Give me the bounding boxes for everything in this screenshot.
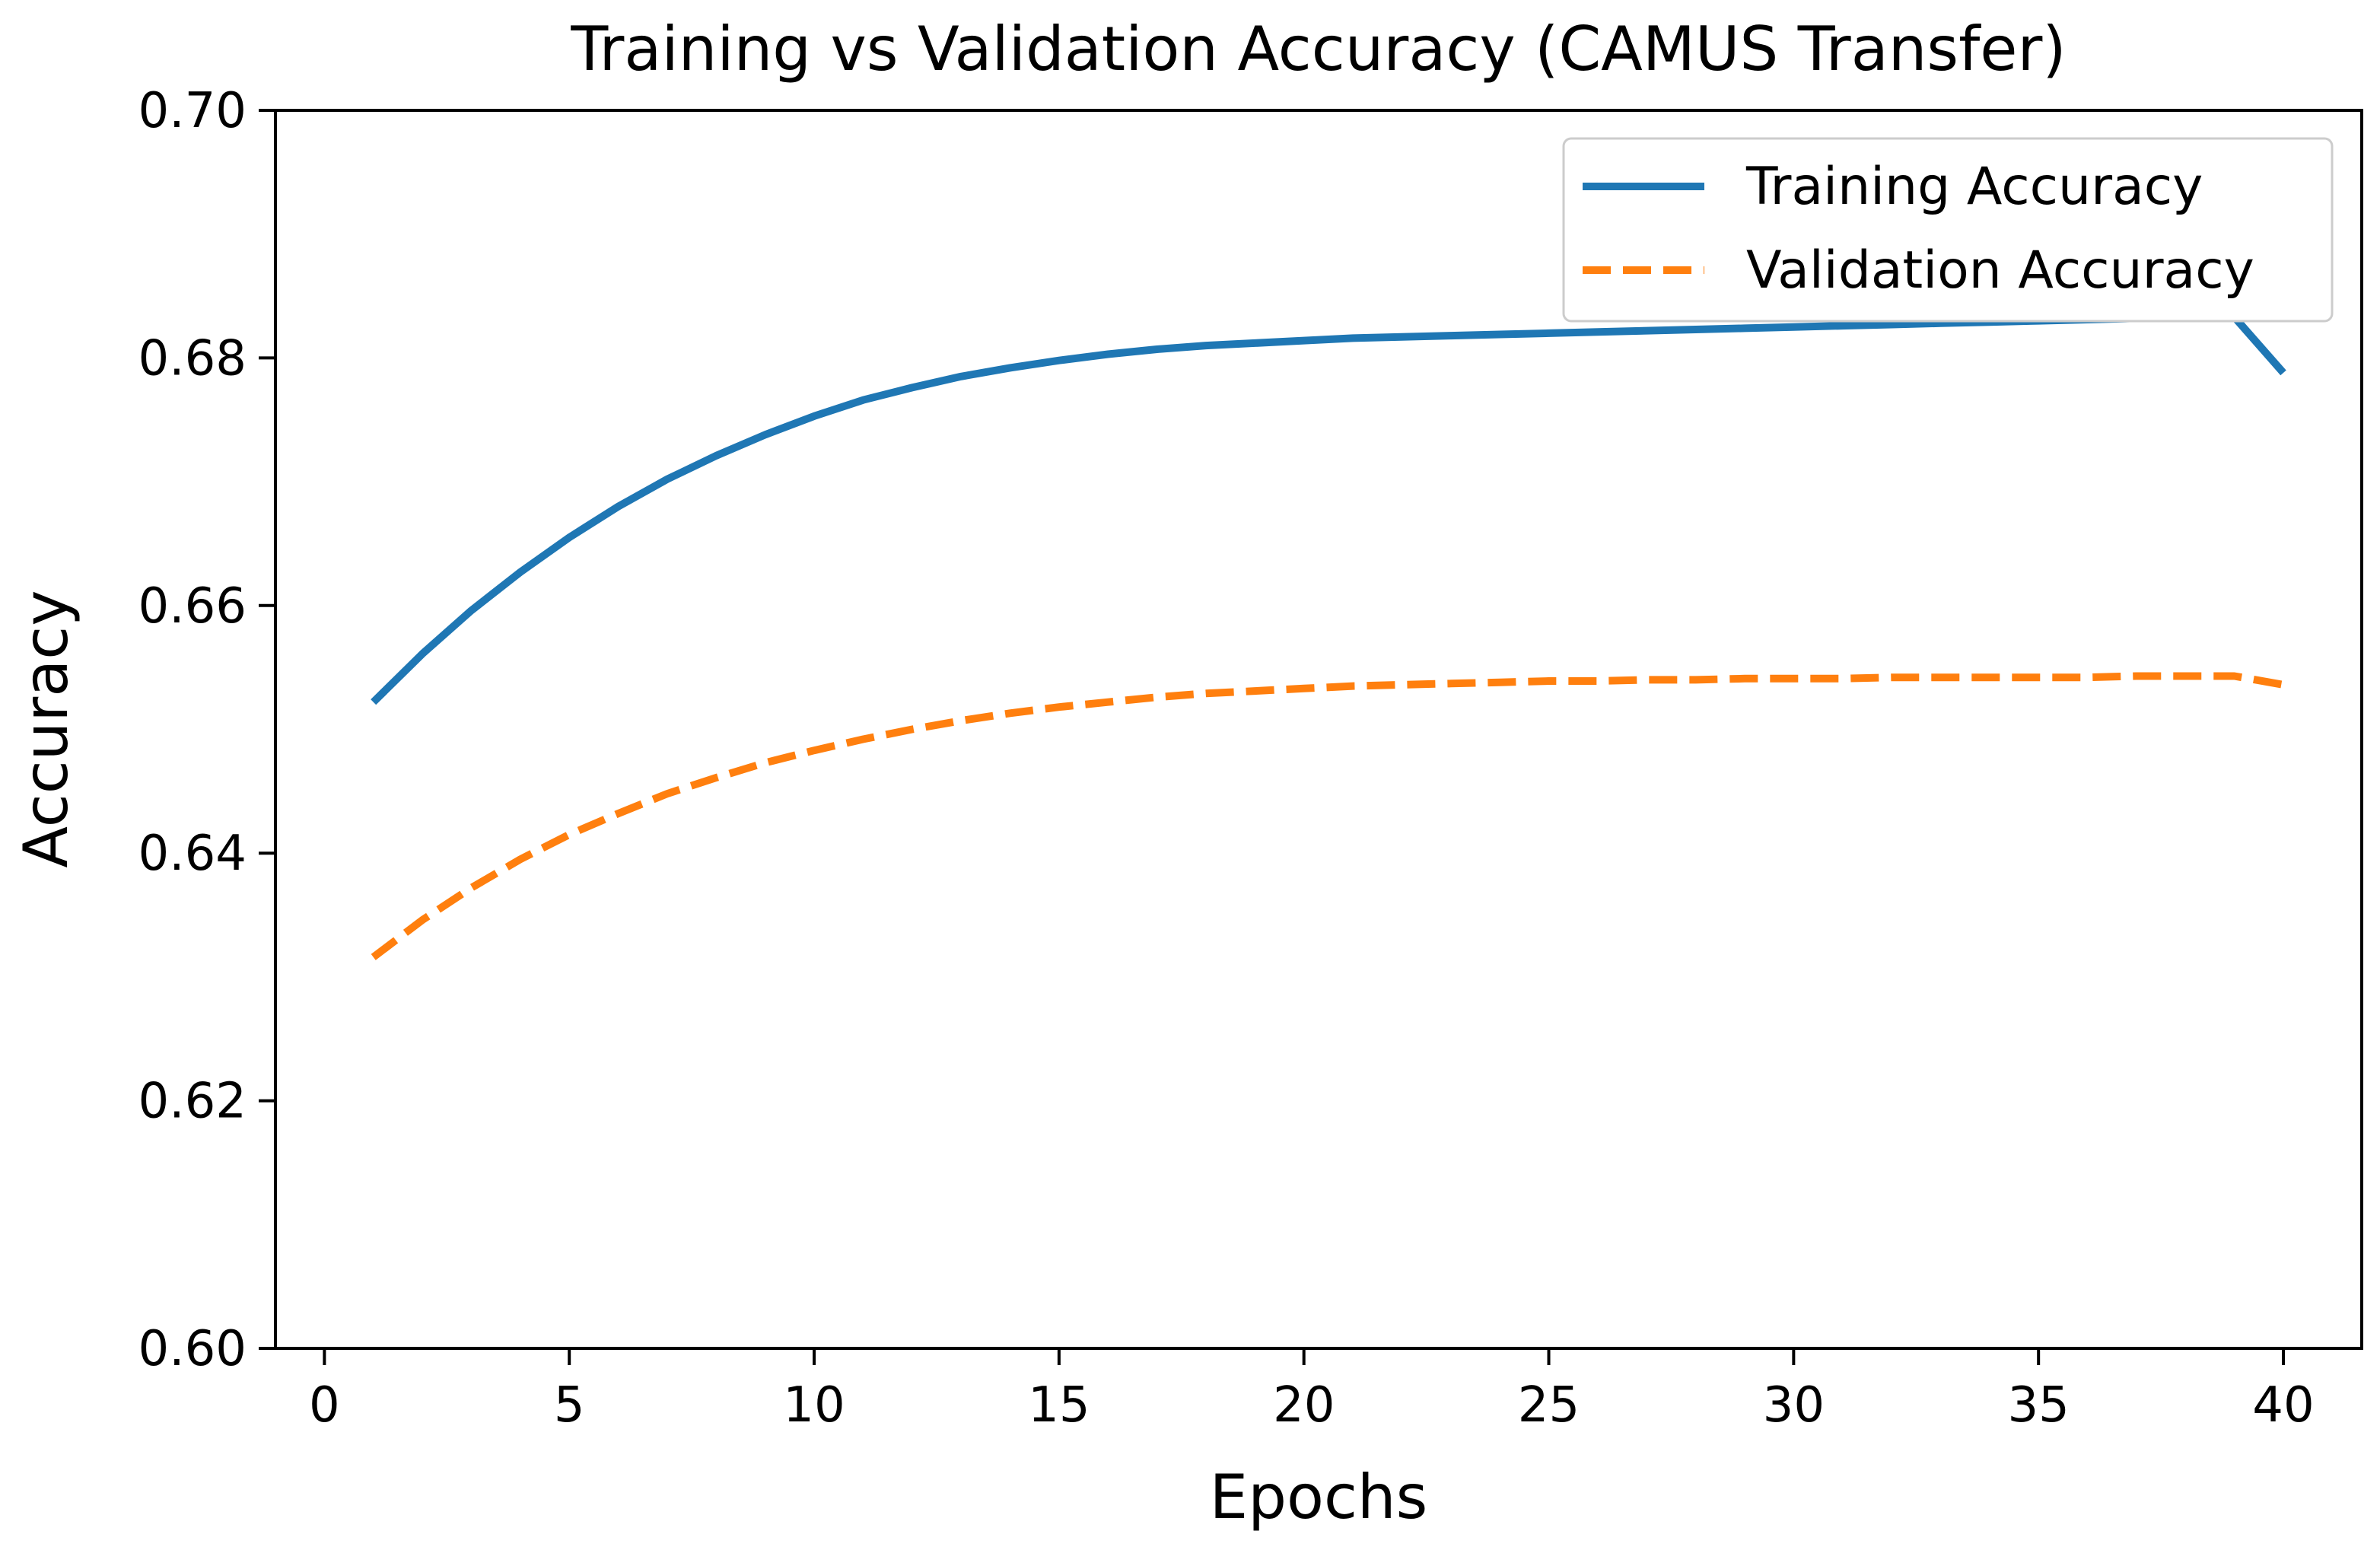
x-tick-label: 5 [554,1377,585,1434]
legend: Training Accuracy Validation Accuracy [1562,137,2334,323]
y-tick-label: 0.60 [138,1321,247,1377]
x-tick-label: 20 [1273,1377,1335,1434]
legend-label-validation: Validation Accuracy [1746,240,2254,301]
y-axis-label: Accuracy [11,590,81,867]
x-tick-label: 0 [309,1377,340,1434]
y-tick-label: 0.68 [138,330,247,387]
x-tick-label: 25 [1518,1377,1580,1434]
legend-box [1562,137,2334,323]
x-tick-label: 10 [783,1377,845,1434]
plot-frame [274,109,2363,1350]
x-axis-ticks: 0 5 10 15 20 25 30 35 40 [309,1348,2315,1434]
x-axis-label: Epochs [1210,1462,1428,1532]
training-accuracy-line [371,313,2286,705]
x-tick-label: 15 [1028,1377,1090,1434]
series-layer [371,313,2286,960]
y-tick-label: 0.64 [138,826,247,882]
x-tick-label: 30 [1763,1377,1825,1434]
chart-title: Training vs Validation Accuracy (CAMUS T… [570,14,2066,84]
y-tick-label: 0.66 [138,578,247,635]
x-tick-label: 35 [2007,1377,2069,1434]
y-tick-label: 0.70 [138,83,247,139]
validation-accuracy-line [371,672,2284,960]
legend-label-training: Training Accuracy [1745,157,2203,217]
x-tick-label: 40 [2252,1377,2314,1434]
y-axis-ticks: 0.60 0.62 0.64 0.66 0.68 0.70 [138,83,275,1377]
y-tick-label: 0.62 [138,1074,247,1130]
